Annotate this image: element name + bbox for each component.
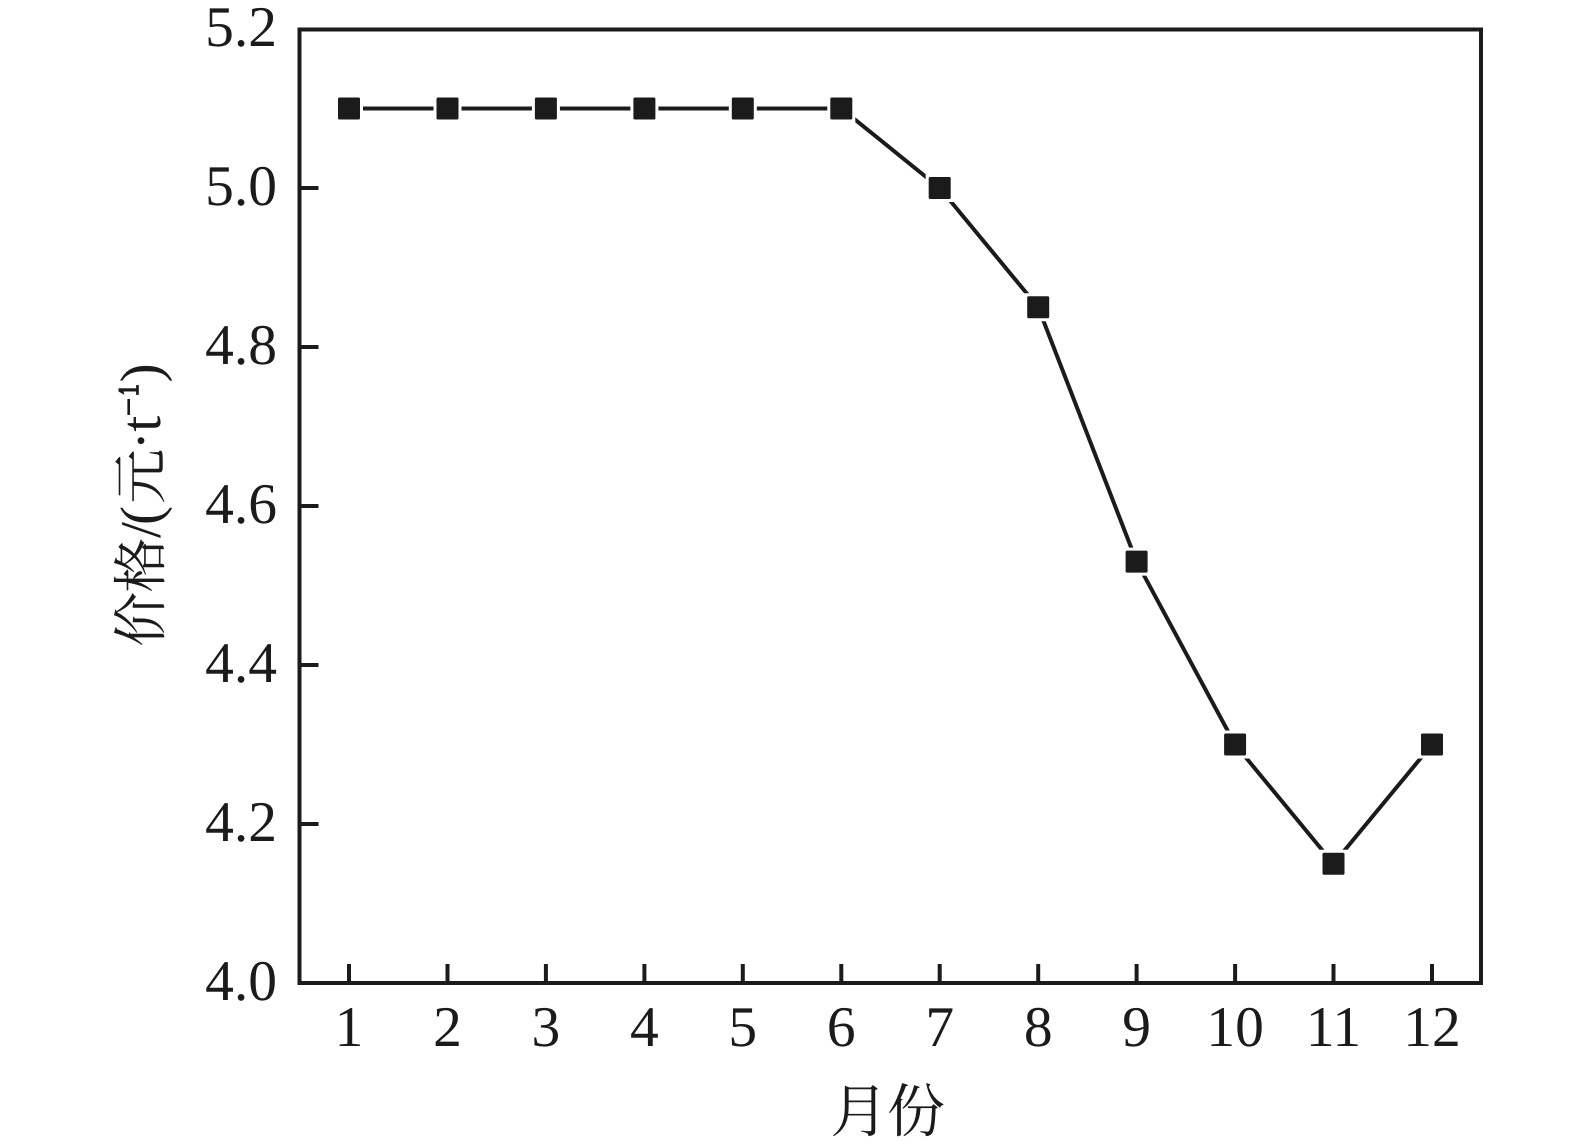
svg-text:12: 12 xyxy=(1403,996,1461,1059)
svg-text:t: t xyxy=(110,416,173,432)
svg-text:): ) xyxy=(110,363,173,382)
svg-text:2: 2 xyxy=(433,996,462,1059)
svg-text:4.0: 4.0 xyxy=(205,950,277,1013)
svg-text:11: 11 xyxy=(1306,996,1361,1059)
svg-text:8: 8 xyxy=(1024,996,1053,1059)
svg-text:4.2: 4.2 xyxy=(205,791,277,854)
svg-text:3: 3 xyxy=(532,996,561,1059)
svg-text:7: 7 xyxy=(925,996,954,1059)
svg-text:·: · xyxy=(110,431,173,450)
svg-text:6: 6 xyxy=(827,996,856,1059)
svg-text:10: 10 xyxy=(1206,996,1264,1059)
svg-text:(: ( xyxy=(110,506,173,525)
svg-text:5: 5 xyxy=(728,996,757,1059)
svg-text:4.8: 4.8 xyxy=(205,314,277,377)
svg-text:/: / xyxy=(110,522,173,538)
svg-text:4: 4 xyxy=(630,996,659,1059)
svg-text:5.0: 5.0 xyxy=(205,155,277,218)
svg-text:1: 1 xyxy=(335,996,364,1059)
svg-text:4.6: 4.6 xyxy=(205,473,277,536)
svg-text:4.4: 4.4 xyxy=(205,632,277,695)
svg-text:9: 9 xyxy=(1122,996,1151,1059)
svg-text:5.2: 5.2 xyxy=(205,0,277,59)
